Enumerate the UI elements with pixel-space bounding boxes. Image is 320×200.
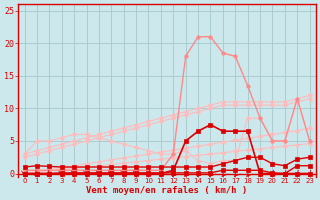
X-axis label: Vent moyen/en rafales ( km/h ): Vent moyen/en rafales ( km/h ) [86,186,248,195]
